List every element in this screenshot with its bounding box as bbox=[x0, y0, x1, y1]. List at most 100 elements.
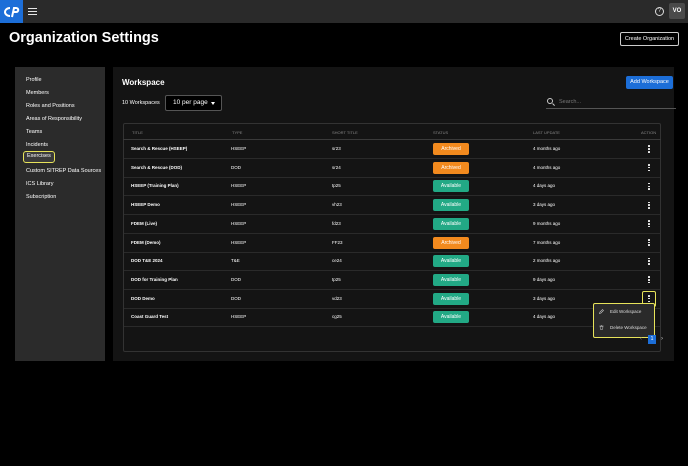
header-divider bbox=[123, 139, 661, 140]
row-short-title: tp25 bbox=[332, 276, 341, 282]
row-type: HSEEP bbox=[231, 202, 247, 208]
pencil-icon bbox=[599, 309, 604, 314]
row-type: HSEEP bbox=[231, 183, 247, 189]
column-header-title[interactable]: TITLE bbox=[132, 130, 143, 135]
sidebar-item-members[interactable]: Members bbox=[26, 90, 49, 96]
column-header-type[interactable]: TYPE bbox=[232, 130, 243, 135]
row-title: Coast Guard Test bbox=[131, 314, 169, 320]
row-actions-kebab-icon[interactable] bbox=[644, 143, 654, 155]
row-title: DOD for Training Plan bbox=[131, 276, 178, 282]
row-short-title: FF23 bbox=[332, 239, 343, 245]
table-row[interactable]: DOD for Training Plan DOD tp25 Available 9 d… bbox=[124, 271, 660, 290]
row-last-update: 2 months ago bbox=[533, 258, 561, 264]
row-last-update: 9 days ago bbox=[533, 276, 556, 282]
sidebar-item-roles-and-positions[interactable]: Roles and Positions bbox=[26, 103, 75, 109]
row-title: Search & Rescue (DOD) bbox=[131, 164, 183, 170]
table-row[interactable]: Search & Rescue (HSEEP) HSEEP sr23 Archived… bbox=[124, 140, 660, 159]
column-header-short-title[interactable]: SHORT TITLE bbox=[332, 130, 358, 135]
sidebar-item-exercises[interactable]: Exercises bbox=[23, 151, 55, 163]
sidebar-item-profile[interactable]: Profile bbox=[26, 77, 42, 83]
row-actions-kebab-icon[interactable] bbox=[644, 180, 654, 192]
status-badge: Available bbox=[433, 180, 469, 193]
row-actions-kebab-icon[interactable] bbox=[644, 199, 654, 211]
search-placeholder: Search... bbox=[559, 99, 582, 105]
row-short-title: vd23 bbox=[332, 295, 342, 301]
row-actions-kebab-icon[interactable] bbox=[644, 255, 654, 267]
status-badge: Available bbox=[433, 311, 469, 324]
row-actions-kebab-icon[interactable] bbox=[644, 237, 654, 249]
row-type: DOD bbox=[231, 295, 241, 301]
row-short-title: sr23 bbox=[332, 146, 341, 151]
search-icon bbox=[547, 98, 553, 104]
sidebar-item-ics-library[interactable]: ICS Library bbox=[26, 181, 54, 187]
table-row[interactable]: HSEEP Demo HSEEP vh23 Available 3 days ago bbox=[124, 196, 660, 216]
column-header-status[interactable]: STATUS bbox=[433, 130, 449, 135]
row-short-title: ce24 bbox=[332, 258, 342, 264]
status-badge: Archived bbox=[433, 143, 469, 155]
logo-icon bbox=[3, 6, 19, 17]
row-last-update: 4 days ago bbox=[533, 314, 556, 320]
table-row[interactable]: HSEEP (Training Plan) HSEEP tp25 Available 4… bbox=[124, 177, 660, 197]
pagination-next-icon[interactable]: › bbox=[661, 336, 663, 342]
table-row[interactable]: FDEM (Live) HSEEP fd23 Available 9 months ag… bbox=[124, 215, 660, 234]
app-logo[interactable] bbox=[0, 0, 23, 23]
top-bar: ? VO bbox=[0, 0, 688, 23]
sidebar-item-custom-sitrep-data-sources[interactable]: Custom SITREP Data Sources bbox=[26, 168, 102, 174]
row-last-update: 3 days ago bbox=[533, 202, 556, 208]
sidebar-item-teams[interactable]: Teams bbox=[26, 129, 43, 135]
search-input[interactable]: Search... bbox=[546, 97, 676, 109]
row-title: FDEM (Live) bbox=[131, 220, 158, 226]
row-title: DOD Demo bbox=[131, 295, 155, 301]
table-row[interactable]: FDEM (Demo) HSEEP FF23 Archived 7 months ago bbox=[124, 234, 660, 253]
sidebar-item-areas-of-responsibility[interactable]: Areas of Responsibility bbox=[26, 116, 82, 122]
hamburger-menu-icon[interactable] bbox=[28, 6, 37, 16]
workspace-count: 10 Workspaces bbox=[122, 100, 160, 106]
row-short-title: cg25 bbox=[332, 314, 342, 320]
sidebar-item-incidents[interactable]: Incidents bbox=[26, 142, 49, 148]
status-badge: Available bbox=[433, 255, 469, 268]
row-last-update: 4 months ago bbox=[533, 146, 561, 151]
settings-sidebar: Profile Members Roles and Positions Area… bbox=[15, 67, 105, 361]
row-type: HSEEP bbox=[231, 239, 247, 245]
status-badge: Archived bbox=[433, 161, 469, 174]
user-avatar[interactable]: VO bbox=[669, 3, 685, 19]
row-last-update: 7 months ago bbox=[533, 239, 561, 245]
per-page-select[interactable]: 10 per page bbox=[165, 95, 222, 111]
workspace-table bbox=[123, 123, 661, 352]
row-short-title: vh23 bbox=[332, 202, 342, 208]
table-row[interactable]: Coast Guard Test HSEEP cg25 Available 4 days… bbox=[124, 308, 660, 328]
row-last-update: 3 days ago bbox=[533, 295, 556, 301]
status-badge: Available bbox=[433, 292, 469, 305]
row-title: Search & Rescue (HSEEP) bbox=[131, 146, 188, 151]
row-actions-kebab-icon[interactable] bbox=[644, 218, 654, 230]
workspace-title: Workspace bbox=[122, 78, 165, 87]
row-title: HSEEP (Training Plan) bbox=[131, 183, 179, 189]
status-badge: Available bbox=[433, 217, 469, 230]
row-actions-kebab-icon[interactable] bbox=[644, 274, 654, 286]
row-type: HSEEP bbox=[231, 314, 247, 320]
per-page-value: 10 per page bbox=[173, 99, 208, 106]
row-last-update: 4 days ago bbox=[533, 183, 556, 189]
table-row[interactable]: Search & Rescue (DOD) DOD sr24 Archived 4 mo… bbox=[124, 159, 660, 178]
delete-workspace-menu-item[interactable]: Delete Workspace bbox=[599, 323, 653, 332]
row-type: DOD bbox=[231, 276, 241, 282]
row-type: DOD bbox=[231, 164, 241, 170]
edit-workspace-menu-item[interactable]: Edit Workspace bbox=[599, 307, 653, 316]
pagination-prev-icon[interactable]: ‹ bbox=[640, 336, 642, 342]
table-row[interactable]: DOD T&E 2024 T&E ce24 Available 2 months ago bbox=[124, 252, 660, 272]
pagination-current-page[interactable]: 1 bbox=[648, 335, 656, 344]
help-icon[interactable]: ? bbox=[655, 7, 664, 16]
create-organization-button[interactable]: Create Organization bbox=[620, 32, 679, 46]
row-short-title: tp25 bbox=[332, 183, 341, 189]
column-header-action: ACTION bbox=[641, 130, 657, 135]
sidebar-item-subscription[interactable]: Subscription bbox=[26, 194, 57, 200]
column-header-last-update[interactable]: LAST UPDATE bbox=[533, 130, 560, 135]
table-row[interactable]: DOD Demo DOD vd23 Available 3 days ago bbox=[124, 290, 660, 309]
row-title: FDEM (Demo) bbox=[131, 239, 161, 245]
edit-workspace-label: Edit Workspace bbox=[610, 309, 642, 314]
add-workspace-button[interactable]: Add Workspace bbox=[626, 76, 673, 89]
row-action-menu: Edit Workspace Delete Workspace bbox=[593, 303, 655, 338]
row-actions-kebab-icon[interactable] bbox=[644, 162, 654, 174]
status-badge: Available bbox=[433, 273, 469, 286]
row-type: T&E bbox=[231, 258, 240, 264]
